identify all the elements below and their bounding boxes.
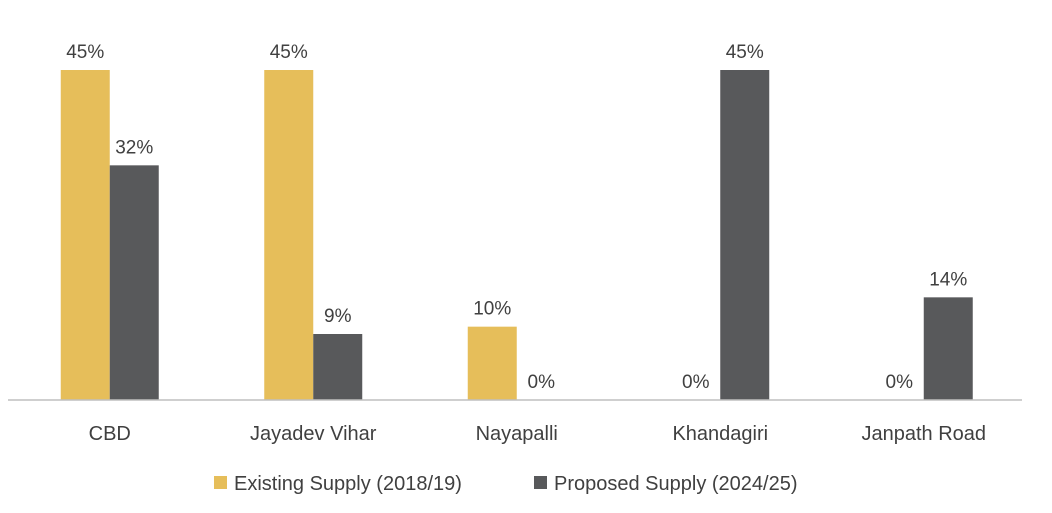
- data-label-0-2: 10%: [473, 299, 511, 320]
- bars-layer: [60, 70, 973, 400]
- legend-swatch-1: [534, 476, 547, 489]
- labels-layer: 45% 32% 45% 9% 10% 0% 0% 45% 0% 14%: [66, 42, 967, 393]
- bar-1-3: [720, 70, 770, 400]
- bar-1-4: [923, 297, 973, 400]
- legend: Existing Supply (2018/19) Proposed Supply…: [214, 473, 798, 495]
- bar-0-2: [467, 326, 517, 400]
- legend-label-0: Existing Supply (2018/19): [234, 473, 462, 495]
- x-tick-label-3: Khandagiri: [672, 423, 768, 445]
- x-axis-ticks: CBD Jayadev Vihar Nayapalli Khandagiri Janpa…: [89, 423, 986, 445]
- data-label-1-0: 32%: [115, 137, 153, 158]
- data-label-1-1: 9%: [324, 306, 352, 327]
- bar-1-1: [313, 334, 363, 400]
- legend-label-1: Proposed Supply (2024/25): [554, 473, 798, 495]
- data-label-0-3: 0%: [682, 372, 710, 393]
- legend-swatch-0: [214, 476, 227, 489]
- data-label-1-3: 45%: [726, 42, 764, 63]
- x-tick-label-0: CBD: [89, 423, 131, 445]
- bar-0-0: [60, 70, 110, 400]
- data-label-0-1: 45%: [270, 42, 308, 63]
- x-tick-label-4: Janpath Road: [861, 423, 986, 445]
- data-label-0-0: 45%: [66, 42, 104, 63]
- data-label-0-4: 0%: [886, 372, 914, 393]
- x-tick-label-2: Nayapalli: [476, 423, 558, 445]
- data-label-1-2: 0%: [528, 372, 556, 393]
- x-tick-label-1: Jayadev Vihar: [250, 423, 377, 445]
- data-label-1-4: 14%: [929, 269, 967, 290]
- bar-0-1: [264, 70, 314, 400]
- bar-1-0: [109, 165, 159, 400]
